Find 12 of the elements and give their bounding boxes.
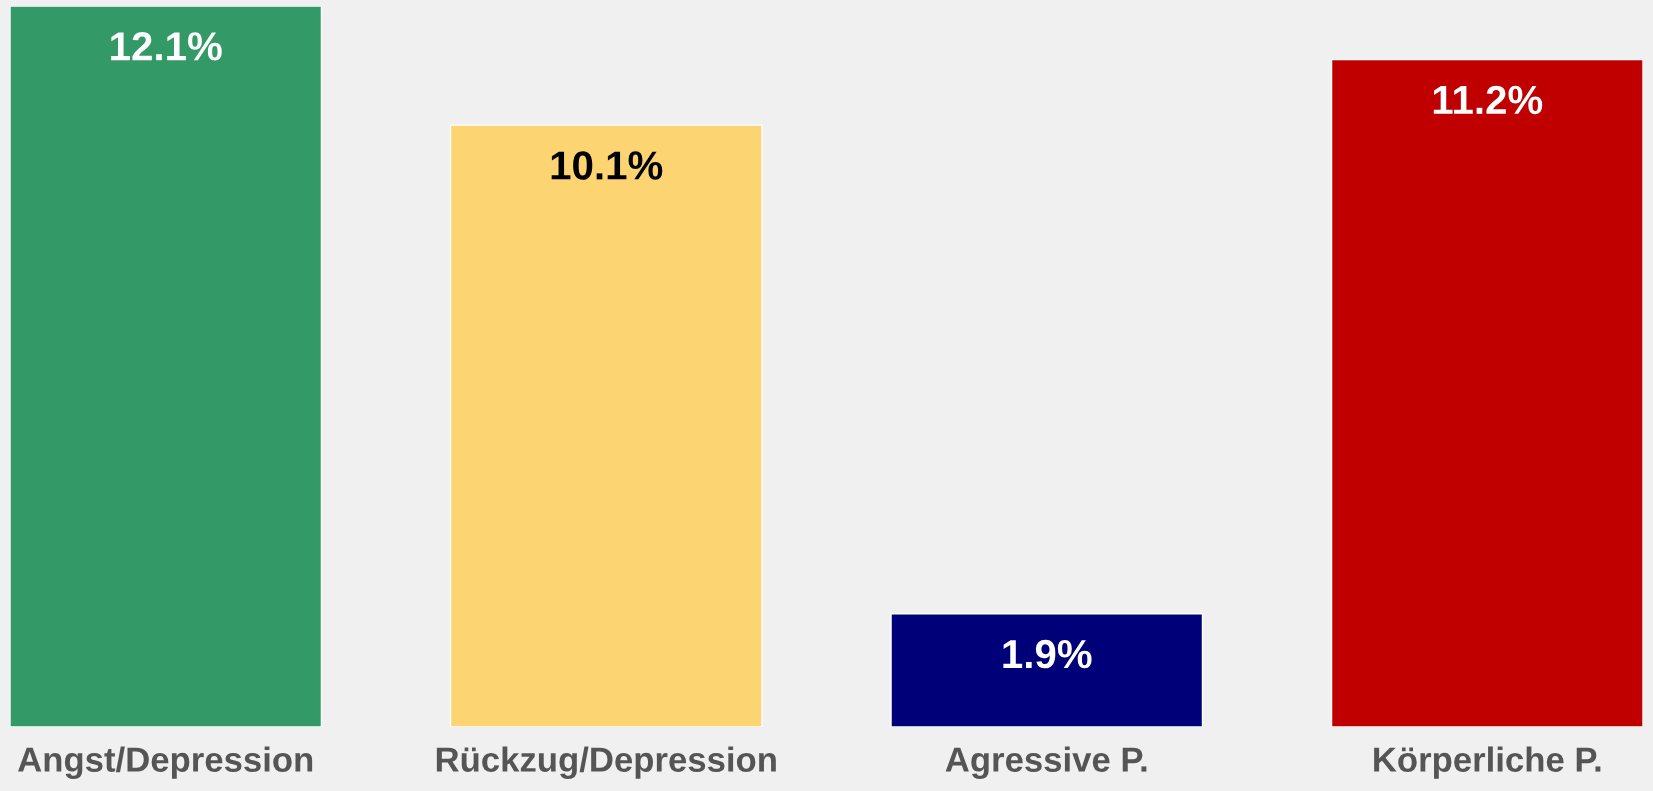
data-label: 11.2% — [1433, 85, 1543, 115]
x-tick-label: Angst/Depression — [18, 746, 313, 779]
x-tick-label: Agressive P. — [945, 746, 1147, 779]
bar — [10, 6, 323, 727]
bar — [1330, 58, 1643, 727]
data-label: 12.1% — [111, 32, 222, 61]
data-label: 1.9% — [1003, 639, 1092, 669]
bar — [449, 124, 763, 727]
data-label: 10.1% — [551, 151, 663, 180]
bar — [890, 613, 1204, 727]
x-tick-label: Körperliche P. — [1374, 746, 1601, 779]
x-tick-label: Rückzug/Depression — [436, 746, 776, 779]
